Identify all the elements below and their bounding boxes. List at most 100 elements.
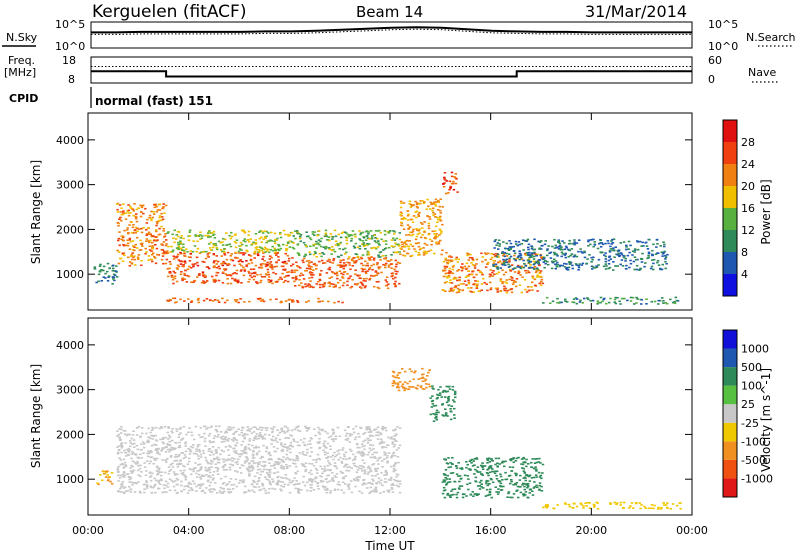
velocity-cell	[185, 485, 189, 487]
velocity-cell	[273, 488, 277, 490]
velocity-cell	[176, 473, 179, 475]
velocity-cell	[259, 473, 262, 476]
power-cell	[326, 260, 329, 262]
velocity-cell	[465, 466, 468, 469]
velocity-cell	[362, 440, 365, 443]
power-cell	[475, 258, 479, 261]
power-cell	[388, 230, 392, 233]
velocity-cell	[312, 459, 315, 461]
velocity-ytick-label: 1000	[56, 473, 84, 486]
power-cell	[150, 235, 153, 238]
velocity-cell	[354, 455, 357, 458]
velocity-cell	[535, 470, 538, 472]
velocity-cell	[213, 435, 216, 437]
power-cell	[305, 301, 308, 303]
power-cell	[543, 266, 546, 269]
power-cell	[282, 229, 286, 232]
power-cell	[487, 261, 490, 264]
power-cell	[415, 228, 418, 230]
velocity-cell	[268, 488, 271, 490]
power-cell	[502, 241, 505, 243]
velocity-cell	[535, 484, 538, 487]
velocity-cell	[285, 453, 289, 456]
velocity-cell	[441, 414, 444, 416]
power-cell	[106, 280, 110, 282]
power-cell	[636, 240, 639, 242]
velocity-cell	[163, 471, 167, 474]
velocity-cell	[393, 454, 397, 457]
power-cell	[169, 251, 172, 253]
velocity-cell	[122, 471, 126, 473]
velocity-cell	[474, 468, 477, 471]
velocity-cell	[257, 435, 261, 437]
velocity-cell	[460, 477, 463, 480]
velocity-cell	[274, 437, 278, 439]
power-cell	[622, 241, 626, 243]
power-cell	[444, 259, 447, 261]
power-cell	[235, 299, 239, 301]
power-cell	[597, 302, 600, 304]
velocity-cell	[478, 485, 482, 487]
velocity-cell	[224, 430, 228, 432]
power-cell	[145, 234, 148, 236]
power-cell	[509, 270, 512, 272]
power-cell	[429, 201, 433, 204]
velocity-cell	[486, 459, 490, 461]
power-cell	[157, 254, 161, 256]
velocity-cell	[481, 468, 485, 470]
power-cell	[318, 279, 322, 282]
power-cell	[439, 229, 442, 231]
velocity-cell	[361, 484, 364, 486]
power-cell	[463, 265, 467, 268]
power-cell	[197, 301, 200, 304]
velocity-cell	[135, 427, 139, 429]
velocity-cell	[153, 477, 156, 480]
power-cell	[242, 266, 245, 269]
power-cell	[406, 210, 410, 212]
power-cell	[390, 239, 394, 241]
velocity-cell	[218, 461, 221, 464]
velocity-cell	[514, 483, 517, 486]
velocity-cell	[265, 468, 269, 471]
power-cell	[403, 241, 406, 244]
power-cell	[133, 203, 136, 205]
power-cell	[472, 276, 476, 279]
velocity-cell	[556, 504, 559, 506]
power-cell	[127, 214, 131, 217]
power-cell	[573, 242, 577, 245]
power-cell	[556, 264, 559, 266]
power-cell	[402, 228, 406, 230]
power-cell	[387, 266, 391, 268]
velocity-cell	[195, 485, 198, 488]
power-cell	[359, 239, 362, 242]
velocity-cell	[477, 493, 480, 495]
power-cell	[233, 264, 236, 267]
velocity-cell	[262, 487, 266, 490]
velocity-cell	[191, 446, 195, 449]
velocity-cell	[326, 452, 329, 454]
power-cell	[442, 260, 446, 263]
velocity-cell	[390, 436, 393, 438]
velocity-cell	[226, 449, 230, 451]
power-cell	[425, 251, 428, 253]
power-cell	[317, 239, 321, 241]
velocity-cell	[496, 470, 499, 473]
power-cell	[567, 255, 570, 258]
velocity-cell	[381, 446, 384, 449]
velocity-cell	[371, 444, 374, 447]
velocity-cell	[315, 461, 318, 464]
power-cell	[432, 211, 435, 214]
velocity-cell	[306, 448, 309, 451]
velocity-cell	[392, 429, 395, 432]
power-cell	[287, 280, 290, 283]
power-cell	[652, 258, 656, 261]
power-cell	[412, 228, 415, 231]
velocity-cell	[448, 494, 451, 497]
velocity-cell	[139, 436, 142, 438]
velocity-cell	[447, 466, 450, 469]
power-cell	[242, 240, 245, 242]
power-cell	[225, 244, 228, 246]
power-cell	[121, 213, 125, 216]
velocity-cell	[354, 436, 358, 438]
power-cell	[558, 244, 562, 247]
